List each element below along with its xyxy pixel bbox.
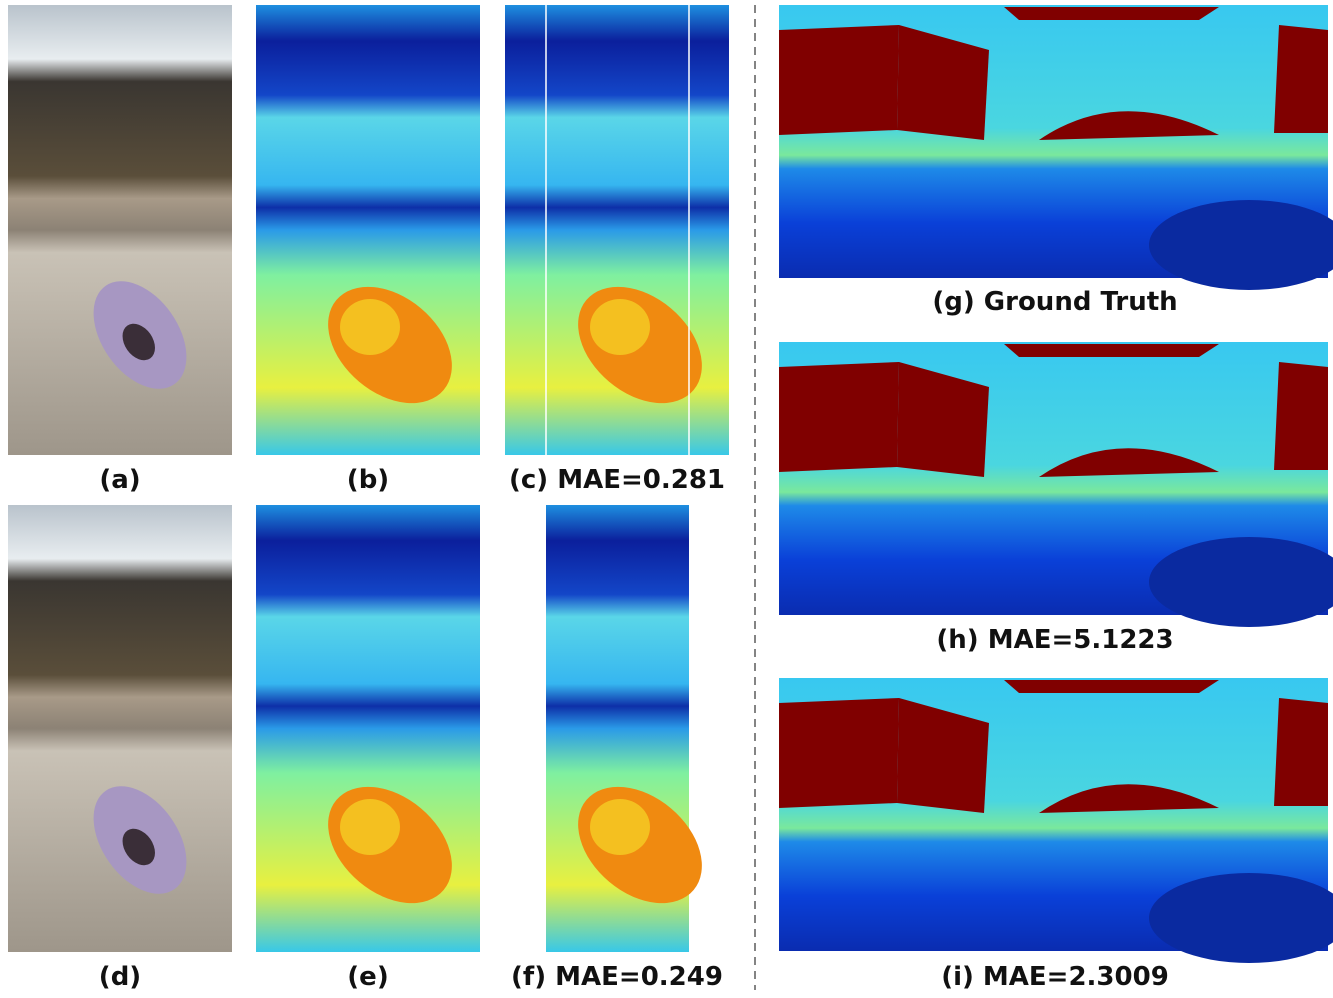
caption: (b) xyxy=(347,465,389,495)
figure-images xyxy=(0,0,1333,998)
caption: (f) MAE=0.249 xyxy=(511,962,723,992)
caption: (d) xyxy=(99,962,141,992)
figure: (a) (b) (c) MAE=0.281 (d) (e) (f) MAE=0.… xyxy=(0,0,1333,998)
caption: (a) xyxy=(99,465,140,495)
caption: (h) MAE=5.1223 xyxy=(936,625,1173,655)
caption: (i) MAE=2.3009 xyxy=(941,962,1169,992)
caption: (c) MAE=0.281 xyxy=(509,465,725,495)
caption: (e) xyxy=(347,962,388,992)
caption: (g) Ground Truth xyxy=(932,287,1177,317)
